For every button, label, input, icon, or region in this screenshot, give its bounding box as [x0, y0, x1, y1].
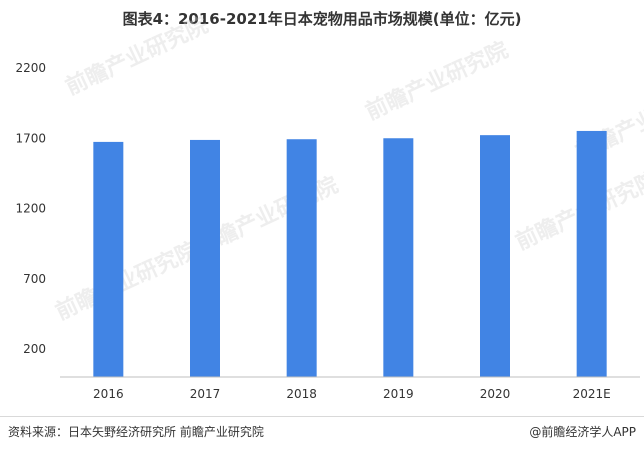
- y-tick-label: 1200: [15, 202, 46, 216]
- chart-title: 图表4：2016-2021年日本宠物用品市场规模(单位：亿元): [122, 10, 522, 28]
- watermark-text: 前瞻产业研究院: [52, 237, 203, 326]
- bar-chart: 前瞻产业研究院前瞻产业研究院前瞻产业研究院前瞻产业研究院前瞻产业研究院前瞻产业研…: [15, 12, 644, 401]
- watermark-text: 前瞻产业研究院: [362, 37, 513, 126]
- bar-2019: [383, 138, 414, 377]
- footer: 资料来源：日本矢野经济研究所 前瞻产业研究院 @前瞻经济学人APP: [0, 416, 644, 450]
- x-tick-label: 2019: [383, 387, 414, 401]
- x-tick-label: 2021E: [573, 387, 611, 401]
- y-tick-label: 2200: [15, 61, 46, 75]
- bar-2021E: [576, 130, 607, 377]
- bar-2018: [286, 139, 317, 377]
- watermarks: 前瞻产业研究院前瞻产业研究院前瞻产业研究院前瞻产业研究院前瞻产业研究院前瞻产业研…: [52, 12, 644, 326]
- bar-2017: [190, 139, 220, 377]
- x-tick-label: 2016: [93, 387, 124, 401]
- x-axis: 2016 2017 2018 2019 2020 2021E: [60, 376, 640, 401]
- y-tick-label: 1700: [15, 131, 46, 145]
- y-tick-label: 200: [23, 342, 46, 356]
- source-note: 资料来源：日本矢野经济研究所 前瞻产业研究院: [8, 425, 264, 439]
- bars: [93, 130, 607, 377]
- y-tick-label: 700: [23, 272, 46, 286]
- credit-note: @前瞻经济学人APP: [529, 425, 636, 439]
- x-tick-label: 2018: [286, 387, 317, 401]
- y-axis: 200 700 1200 1700 2200: [15, 61, 46, 356]
- x-tick-label: 2017: [190, 387, 221, 401]
- bar-2020: [480, 135, 510, 377]
- bar-2016: [93, 141, 124, 377]
- x-tick-label: 2020: [480, 387, 511, 401]
- watermark-text: 前瞻产业研究院: [62, 12, 213, 101]
